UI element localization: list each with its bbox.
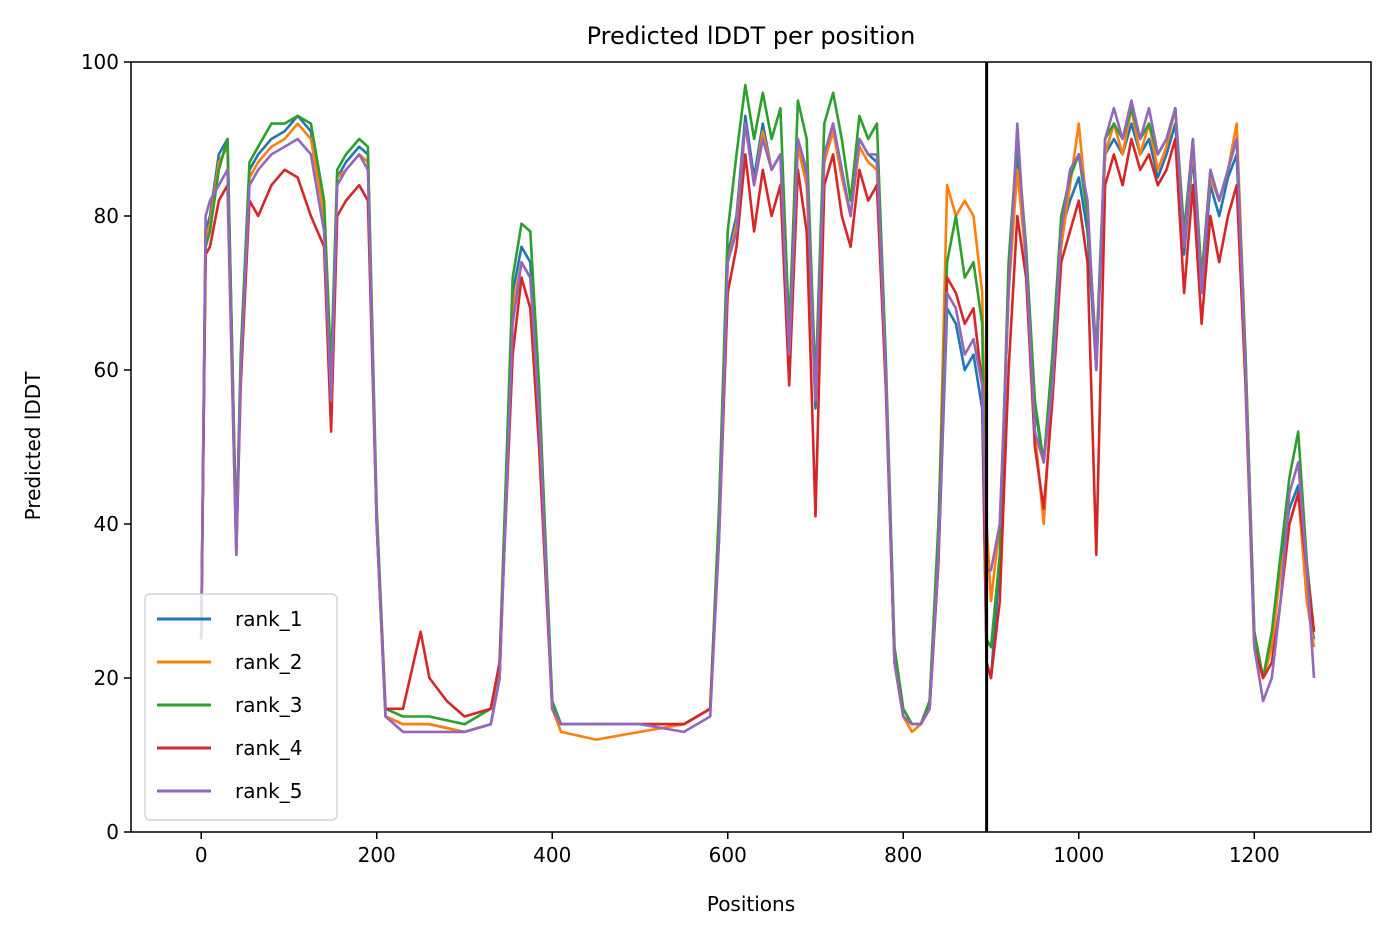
legend-label-rank_5: rank_5 bbox=[235, 779, 302, 803]
y-tick-label: 60 bbox=[94, 358, 119, 382]
x-axis-ticks: 0 200 400 600 800 1000 1200 bbox=[195, 832, 1280, 867]
plot-area bbox=[130, 61, 1372, 833]
x-tick-label: 1000 bbox=[1053, 843, 1104, 867]
y-axis-ticks: 0 20 40 60 80 100 bbox=[81, 50, 131, 844]
legend: rank_1 rank_2 rank_3 rank_4 rank_5 bbox=[144, 593, 338, 821]
y-tick-label: 100 bbox=[81, 50, 119, 74]
y-axis-label: Predicted lDDT bbox=[21, 371, 45, 521]
legend-label-rank_4: rank_4 bbox=[235, 736, 302, 760]
legend-label-rank_2: rank_2 bbox=[235, 650, 302, 674]
legend-label-rank_3: rank_3 bbox=[235, 693, 302, 717]
y-tick-label: 40 bbox=[94, 512, 119, 536]
x-tick-label: 800 bbox=[884, 843, 922, 867]
y-tick-label: 20 bbox=[94, 666, 119, 690]
x-tick-label: 400 bbox=[533, 843, 571, 867]
legend-box bbox=[144, 593, 338, 821]
series-line-rank_2 bbox=[199, 106, 1316, 741]
x-axis-label: Positions bbox=[707, 892, 795, 916]
chart-title: Predicted lDDT per position bbox=[587, 22, 916, 50]
x-tick-label: 0 bbox=[195, 843, 208, 867]
plot-frame bbox=[130, 61, 1372, 833]
series-line-rank_5 bbox=[199, 99, 1316, 734]
x-tick-label: 600 bbox=[709, 843, 747, 867]
x-tick-label: 1200 bbox=[1229, 843, 1280, 867]
x-tick-label: 200 bbox=[358, 843, 396, 867]
y-tick-label: 80 bbox=[94, 204, 119, 228]
series-line-rank_4 bbox=[199, 137, 1316, 726]
legend-label-rank_1: rank_1 bbox=[235, 607, 302, 631]
y-tick-label: 0 bbox=[106, 820, 119, 844]
series-layer bbox=[199, 83, 1316, 741]
